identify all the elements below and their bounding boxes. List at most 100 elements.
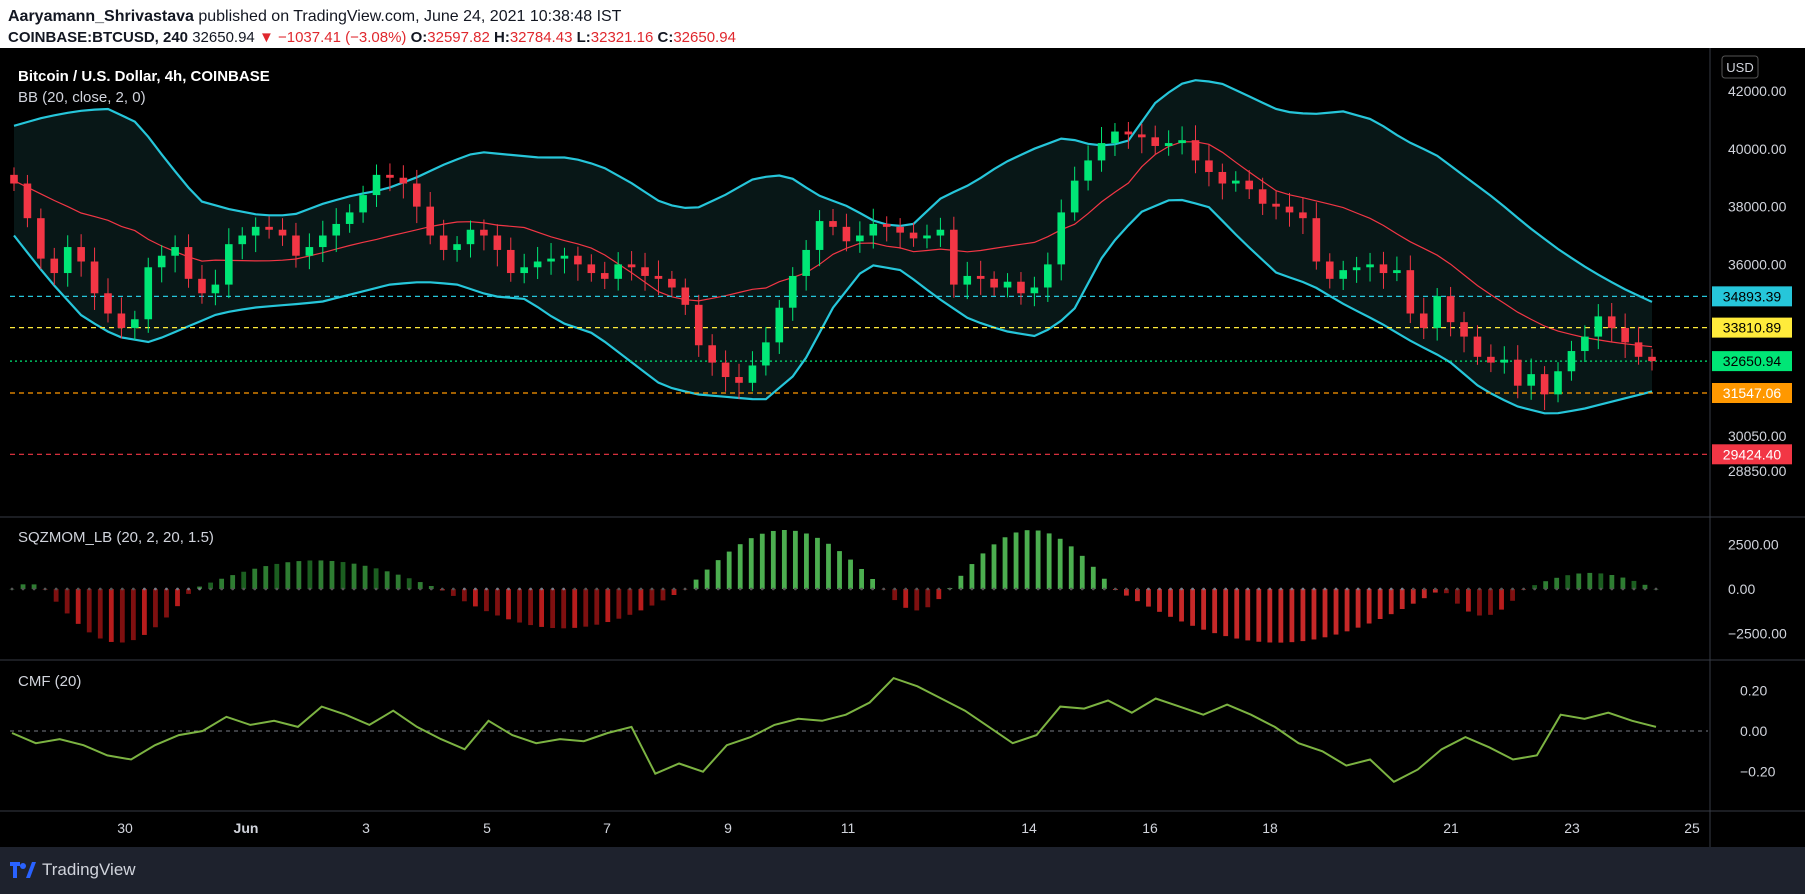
squeeze-dot xyxy=(540,587,544,591)
candle-body xyxy=(439,235,448,250)
momentum-bar xyxy=(142,589,147,635)
candle-body xyxy=(506,249,515,274)
price-level-label: 33810.89 xyxy=(1723,320,1782,336)
squeeze-dot xyxy=(683,587,687,591)
candle-body xyxy=(117,313,126,328)
squeeze-dot xyxy=(573,587,577,591)
candle-body xyxy=(1070,180,1079,213)
candle-body xyxy=(775,307,784,343)
squeeze-dot xyxy=(1058,587,1062,591)
momentum-bar xyxy=(605,589,611,623)
momentum-bar xyxy=(781,530,787,589)
squeeze-dot xyxy=(429,587,433,591)
momentum-bar xyxy=(936,589,942,600)
candle-body xyxy=(211,284,220,294)
squeeze-dot xyxy=(1588,587,1592,591)
momentum-bar xyxy=(1035,530,1041,589)
momentum-bar xyxy=(1068,546,1074,589)
momentum-bar xyxy=(164,589,169,618)
squeeze-dot xyxy=(1279,587,1283,591)
momentum-bar xyxy=(1002,537,1008,589)
candle-body xyxy=(50,258,59,274)
squeeze-dot xyxy=(1643,587,1647,591)
momentum-bar xyxy=(1168,589,1173,617)
candle-body xyxy=(493,235,502,250)
candle-body xyxy=(1044,264,1052,288)
squeeze-dot xyxy=(220,587,224,591)
symbol-line: COINBASE:BTCUSD, 240 32650.94 ▼ −1037.41… xyxy=(8,29,736,46)
candle-body xyxy=(654,275,663,279)
momentum-bar xyxy=(1609,575,1615,589)
candle-body xyxy=(1594,316,1603,337)
candle-body xyxy=(1634,342,1643,357)
squeeze-dot xyxy=(1500,587,1503,591)
momentum-bar xyxy=(792,530,798,589)
squeeze-dot xyxy=(120,587,124,591)
tradingview-logo[interactable]: TradingView xyxy=(10,860,136,880)
squeeze-dot xyxy=(827,587,830,591)
candle-body xyxy=(802,249,810,276)
candle-body xyxy=(856,235,864,242)
momentum-bar xyxy=(616,589,622,619)
momentum-bar xyxy=(428,586,434,589)
candle-body xyxy=(1621,327,1629,343)
candle-body xyxy=(1554,371,1562,395)
candle-body xyxy=(37,218,45,259)
momentum-bar xyxy=(31,584,37,589)
candle-body xyxy=(600,273,609,279)
squeeze-dot xyxy=(1334,587,1338,591)
candle-body xyxy=(1111,131,1119,144)
candle-body xyxy=(923,235,931,239)
candle-body xyxy=(842,226,851,242)
candle-body xyxy=(1540,374,1549,395)
momentum-bar xyxy=(186,589,191,594)
momentum-bar xyxy=(1366,589,1372,624)
momentum-bar xyxy=(1212,589,1218,634)
squeeze-dot xyxy=(54,587,58,591)
momentum-bar xyxy=(1565,575,1571,589)
squeeze-dot xyxy=(165,587,168,591)
squeeze-dot xyxy=(176,587,179,591)
momentum-bar xyxy=(473,589,478,607)
momentum-bar xyxy=(1245,589,1251,641)
time-axis-label: 25 xyxy=(1684,820,1700,836)
momentum-bar xyxy=(1201,589,1207,630)
squeeze-dot xyxy=(187,587,190,591)
momentum-bar xyxy=(1355,589,1361,628)
momentum-bar xyxy=(1101,578,1107,589)
squeeze-dot xyxy=(451,587,455,591)
squeeze-dot xyxy=(595,587,599,591)
chart-area[interactable]: 30 Jun 3 5 7 9 11 14 16 18 21 23 25 Bitcoin / U.S. D… xyxy=(0,48,1805,847)
low-label: L: xyxy=(576,29,591,46)
squeeze-dot xyxy=(926,587,930,591)
candle-body xyxy=(1581,336,1589,352)
candle-body xyxy=(1164,143,1173,146)
squeeze-dot xyxy=(948,587,952,591)
squeeze-dot xyxy=(1577,587,1581,591)
squeeze-dot xyxy=(1136,587,1139,591)
price-tick-label: 30050.00 xyxy=(1728,428,1787,444)
squeeze-dot xyxy=(904,587,908,591)
chart-svg[interactable]: 30 Jun 3 5 7 9 11 14 16 18 21 23 25 Bitcoin / U.S. D… xyxy=(0,48,1805,847)
momentum-bar xyxy=(175,589,180,607)
squeeze-dot xyxy=(1124,587,1128,591)
momentum-bar xyxy=(638,589,644,611)
price-level-label: 29424.40 xyxy=(1723,446,1782,462)
momentum-bar xyxy=(75,589,81,624)
momentum-bar xyxy=(495,589,500,616)
footer xyxy=(0,847,1805,894)
candle-body xyxy=(708,345,716,363)
price-change: −1037.41 (−3.08%) xyxy=(277,29,407,46)
candle-body xyxy=(90,261,99,294)
squeeze-dot xyxy=(672,587,676,591)
author-name[interactable]: Aaryamann_Shrivastava xyxy=(8,8,194,25)
price-level-badge xyxy=(1712,382,1792,403)
momentum-bar xyxy=(153,589,158,628)
candle-body xyxy=(1097,143,1106,161)
candle-body xyxy=(1151,137,1160,146)
candle-body xyxy=(936,229,945,236)
momentum-bar xyxy=(263,566,269,589)
squeeze-dot xyxy=(1047,587,1051,591)
candle-body xyxy=(815,221,824,250)
time-axis-label: 18 xyxy=(1262,820,1278,836)
